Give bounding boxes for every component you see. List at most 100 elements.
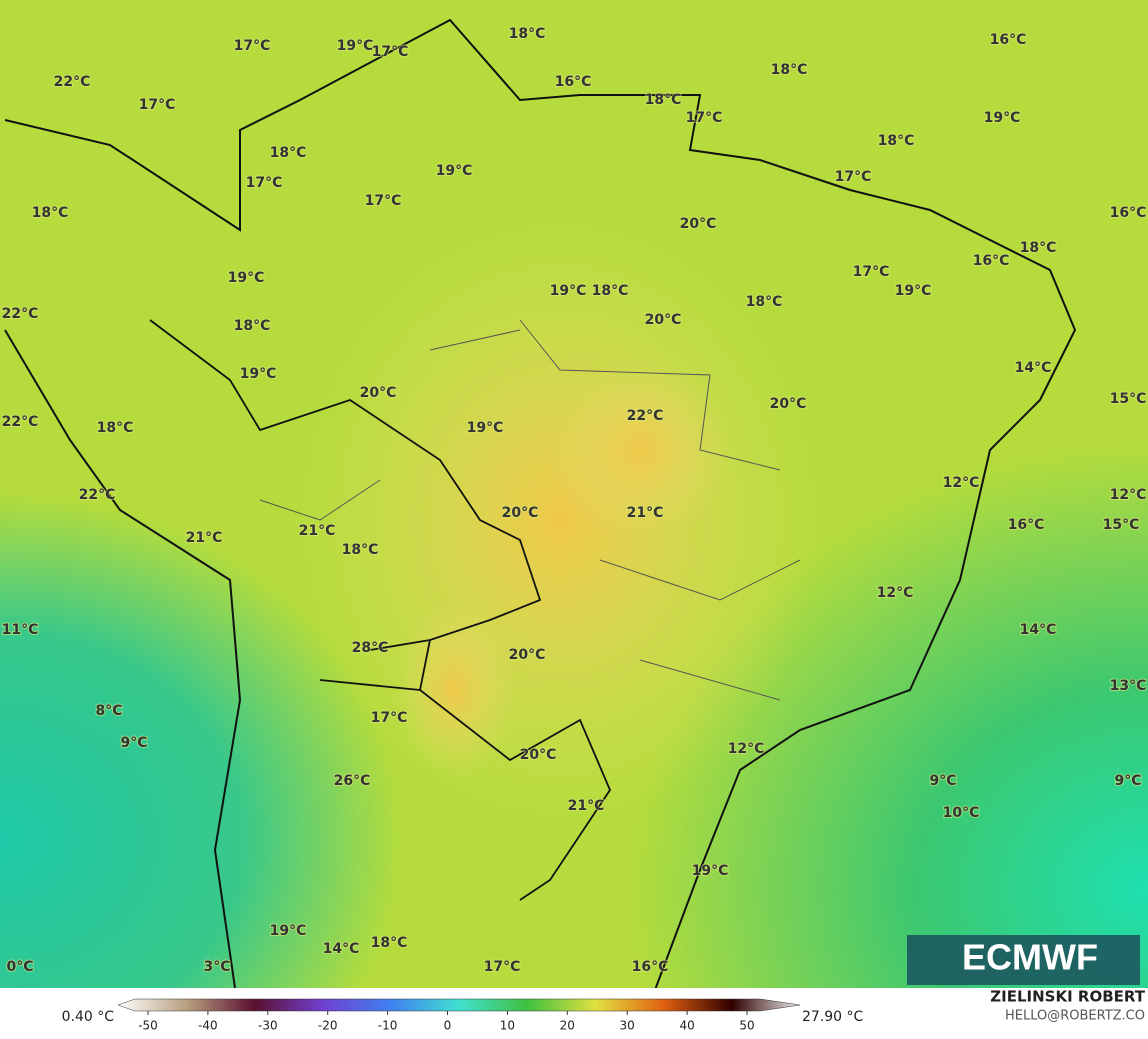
warm-area <box>395 600 515 780</box>
colorbar-tick-label: 20 <box>560 1019 575 1033</box>
temperature-label: 18°C <box>342 542 379 558</box>
credit-name: ZIELINSKI ROBERT <box>990 988 1145 1006</box>
temperature-label: 9°C <box>1114 773 1141 789</box>
temperature-label: 20°C <box>360 385 397 401</box>
colorbar-tick-label: -30 <box>258 1019 278 1033</box>
colorbar-tick-label: -40 <box>198 1019 218 1033</box>
temperature-label: 18°C <box>878 133 915 149</box>
temperature-label: 21°C <box>186 530 223 546</box>
temperature-label: 19°C <box>240 366 277 382</box>
temperature-label: 18°C <box>1020 240 1057 256</box>
footer <box>0 988 1148 1035</box>
temperature-label: 17°C <box>246 175 283 191</box>
temperature-label: 17°C <box>686 110 723 126</box>
colorbar-tick-label: -10 <box>378 1019 398 1033</box>
temperature-label: 22°C <box>627 408 664 424</box>
temperature-label: 19°C <box>550 283 587 299</box>
logo: ECMWF <box>962 937 1098 978</box>
temperature-label: 22°C <box>2 306 39 322</box>
temperature-label: 16°C <box>1008 517 1045 533</box>
temperature-label: 21°C <box>299 523 336 539</box>
temperature-label: 16°C <box>1110 205 1147 221</box>
temperature-label: 19°C <box>228 270 265 286</box>
temperature-label: 18°C <box>32 205 69 221</box>
temperature-label: 22°C <box>2 414 39 430</box>
temperature-label: 12°C <box>943 475 980 491</box>
temperature-label: 18°C <box>746 294 783 310</box>
warm-area <box>550 360 730 540</box>
temperature-label: 18°C <box>97 420 134 436</box>
temperature-label: 12°C <box>1110 487 1147 503</box>
temperature-label: 19°C <box>467 420 504 436</box>
temperature-label: 12°C <box>877 585 914 601</box>
temperature-label: 10°C <box>943 805 980 821</box>
colorbar-tick-label: 0 <box>444 1019 452 1033</box>
temperature-label: 19°C <box>436 163 473 179</box>
temperature-label: 17°C <box>853 264 890 280</box>
temperature-label: 14°C <box>1020 622 1057 638</box>
credit-contact: HELLO@ROBERTZ.CO <box>1005 1009 1145 1024</box>
logo-box <box>907 935 1140 985</box>
temperature-label: 16°C <box>973 253 1010 269</box>
coastline <box>4 18 1077 991</box>
temperature-label: 12°C <box>728 741 765 757</box>
temperature-label: 18°C <box>592 283 629 299</box>
temperature-label: 26°C <box>334 773 371 789</box>
temperature-label: 20°C <box>770 396 807 412</box>
temperature-label: 17°C <box>371 710 408 726</box>
temperature-label: 17°C <box>835 169 872 185</box>
colorbar-tick-label: -20 <box>318 1019 338 1033</box>
temperature-label: 19°C <box>692 863 729 879</box>
colorbar-tick-label: 40 <box>679 1019 694 1033</box>
temperature-label: 17°C <box>365 193 402 209</box>
temperature-label: 18°C <box>234 318 271 334</box>
colorbar-tick-label: 50 <box>739 1019 754 1033</box>
temperature-label: 18°C <box>509 26 546 42</box>
temperature-label: 9°C <box>929 773 956 789</box>
colorbar-tick-label: -50 <box>138 1019 158 1033</box>
temperature-label: 14°C <box>1015 360 1052 376</box>
temperature-label: 20°C <box>645 312 682 328</box>
temperature-label: 19°C <box>270 923 307 939</box>
warm-area <box>300 220 820 820</box>
colorbar-max: 27.90 °C <box>802 1009 864 1025</box>
temperature-label: 19°C <box>895 283 932 299</box>
temperature-label: 22°C <box>54 74 91 90</box>
temperature-label: 9°C <box>120 735 147 751</box>
temperature-label: 21°C <box>568 798 605 814</box>
temperature-label: 17°C <box>372 44 409 60</box>
temperature-label: 17°C <box>484 959 521 975</box>
temperature-label: 8°C <box>95 703 122 719</box>
temperature-label: 11°C <box>2 622 39 638</box>
temperature-label: 20°C <box>502 505 539 521</box>
temperature-label: 19°C <box>337 38 374 54</box>
temperature-label: 16°C <box>632 959 669 975</box>
temperature-label: 20°C <box>509 647 546 663</box>
temperature-label: 19°C <box>984 110 1021 126</box>
temperature-label: 15°C <box>1103 517 1140 533</box>
temperature-label: 18°C <box>645 92 682 108</box>
temperature-label: 28°C <box>352 640 389 656</box>
colorbar-tick-label: 30 <box>620 1019 635 1033</box>
temperature-label: 17°C <box>139 97 176 113</box>
temperature-label: 16°C <box>555 74 592 90</box>
temperature-label: 20°C <box>520 747 557 763</box>
temperature-label: 18°C <box>771 62 808 78</box>
colorbar-min: 0.40 °C <box>62 1009 115 1025</box>
temperature-label: 18°C <box>270 145 307 161</box>
colorbar <box>117 998 801 1012</box>
temperature-label: 13°C <box>1110 678 1147 694</box>
temperature-label: 22°C <box>79 487 116 503</box>
temperature-label: 14°C <box>323 941 360 957</box>
temperature-label: 17°C <box>234 38 271 54</box>
temperature-label: 0°C <box>6 959 33 975</box>
temperature-label: 21°C <box>627 505 664 521</box>
colorbar-tick-label: 10 <box>500 1019 515 1033</box>
temperature-label: 3°C <box>203 959 230 975</box>
temperature-label: 20°C <box>680 216 717 232</box>
temperature-label: 15°C <box>1110 391 1147 407</box>
temperature-label: 16°C <box>990 32 1027 48</box>
border <box>149 319 612 901</box>
temperature-label: 18°C <box>371 935 408 951</box>
